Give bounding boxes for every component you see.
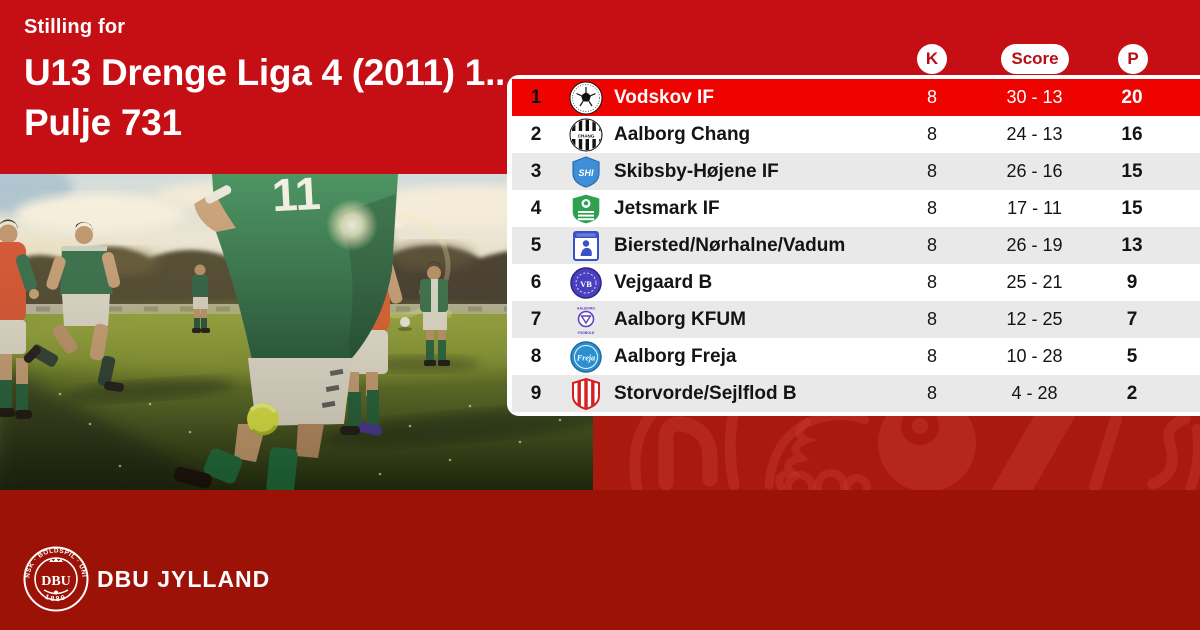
matches-value: 8 [926, 87, 937, 107]
matches-value: 8 [926, 309, 937, 329]
table-row: 9 Storvorde/Sejlflod B 8 4 - 28 2 [512, 375, 1200, 412]
points-value: 5 [1126, 345, 1138, 367]
aalborg-freja-logo: Freja [560, 340, 612, 374]
column-header-k: K [917, 44, 947, 74]
vodskov-if-logo [560, 81, 612, 115]
matches-value: 8 [926, 272, 937, 292]
title-line-2: Pulje 731 [24, 102, 182, 143]
position: 8 [530, 345, 542, 367]
team-name: Skibsby-Højene IF [614, 160, 779, 182]
table-row: 8 Freja Aalborg Freja 8 10 - 28 5 [512, 338, 1200, 375]
dbu-crest-icon: DANSK · BOLDSPIL · UNION · 1889 · DBU [22, 545, 89, 612]
matches-value: 8 [926, 124, 937, 144]
svg-text:SHI: SHI [578, 168, 594, 178]
table-row: 3 SHI Skibsby-Højene IF 8 26 - 16 15 [512, 153, 1200, 190]
score-value: 26 - 16 [1006, 161, 1063, 181]
crest-monogram: DBU [41, 574, 71, 589]
position: 2 [530, 123, 542, 145]
eyebrow-label: Stilling for [24, 16, 126, 38]
jetsmark-if-logo [560, 192, 612, 226]
points-value: 7 [1126, 308, 1138, 330]
score-value: 17 - 11 [1007, 198, 1062, 218]
team-name: Storvorde/Sejlflod B [614, 382, 797, 404]
dbu-crest-watermark-icon [629, 413, 1200, 490]
matches-value: 8 [926, 198, 937, 218]
footer-background [0, 490, 1200, 630]
team-name: Aalborg KFUM [614, 308, 746, 330]
position: 7 [530, 308, 542, 330]
storvorde-sejlflod-b-logo [560, 377, 612, 411]
table-row: 5 Biersted/Nørhalne/Vadum 8 26 - 19 13 [512, 227, 1200, 264]
matches-value: 8 [926, 161, 937, 181]
matches-value: 8 [926, 235, 937, 255]
points-value: 9 [1126, 271, 1138, 293]
matches-value: 8 [926, 346, 937, 366]
table-row: 4 Jetsmark IF 8 17 - 11 15 [512, 190, 1200, 227]
page-title: U13 Drenge Liga 4 (2011) 1.. Pulje 731 [24, 48, 505, 148]
score-value: 25 - 21 [1006, 272, 1063, 292]
position: 1 [530, 86, 542, 108]
match-photo: 11 [0, 174, 593, 490]
svg-text:CHANG: CHANG [578, 133, 595, 138]
team-name: Aalborg Freja [614, 345, 737, 367]
score-value: 10 - 28 [1006, 346, 1063, 366]
table-row: 1 Vodskov IF 8 30 - 13 20 [512, 79, 1200, 116]
position: 9 [530, 382, 542, 404]
skibsby-hojene-if-logo: SHI [560, 155, 612, 189]
aalborg-kfum-logo: AALBORG FODBOLD [560, 303, 612, 337]
team-name: Aalborg Chang [614, 123, 751, 145]
points-value: 13 [1121, 234, 1143, 256]
points-value: 2 [1126, 382, 1138, 404]
score-value: 30 - 13 [1006, 87, 1063, 107]
svg-text:Freja: Freja [576, 353, 595, 362]
svg-text:AALBORG: AALBORG [577, 306, 595, 310]
team-name: Jetsmark IF [614, 197, 720, 219]
score-value: 24 - 13 [1006, 124, 1063, 144]
column-header-p: P [1118, 44, 1148, 74]
position: 5 [530, 234, 542, 256]
table-row: 7 AALBORG FODBOLD Aalborg KFUM 8 12 - 25 … [512, 301, 1200, 338]
points-value: 16 [1121, 123, 1143, 145]
title-line-1: U13 Drenge Liga 4 (2011) 1.. [24, 52, 506, 93]
svg-text:FODBOLD: FODBOLD [578, 331, 595, 335]
svg-text:VB: VB [580, 279, 592, 289]
table-row: 6 VB Vejgaard B 8 25 - 21 9 [512, 264, 1200, 301]
points-value: 15 [1121, 197, 1143, 219]
table-row: 2 CHANG Aalborg Chang 8 24 - 13 16 [512, 116, 1200, 153]
matches-value: 8 [926, 383, 937, 403]
position: 6 [530, 271, 542, 293]
position: 3 [530, 160, 542, 182]
team-name: Vodskov IF [614, 86, 714, 108]
brand-name: DBU JYLLAND [97, 566, 271, 592]
column-header-score: Score [1001, 44, 1069, 74]
score-value: 26 - 19 [1006, 235, 1063, 255]
aalborg-chang-logo: CHANG [560, 118, 612, 152]
team-name: Vejgaard B [614, 271, 713, 293]
biersted-norhalne-vadum-logo [560, 229, 612, 263]
headline-block: Stilling for U13 Drenge Liga 4 (2011) 1.… [24, 16, 505, 148]
points-value: 20 [1121, 86, 1143, 108]
score-value: 4 - 28 [1011, 383, 1058, 403]
vejgaard-b-logo: VB [560, 266, 612, 300]
standings-table: 1 Vodskov IF 8 30 - 13 20 2 CHANG Aalbor… [507, 75, 1200, 416]
score-value: 12 - 25 [1006, 309, 1063, 329]
points-value: 15 [1121, 160, 1143, 182]
team-name: Biersted/Nørhalne/Vadum [614, 234, 846, 256]
position: 4 [530, 197, 542, 219]
